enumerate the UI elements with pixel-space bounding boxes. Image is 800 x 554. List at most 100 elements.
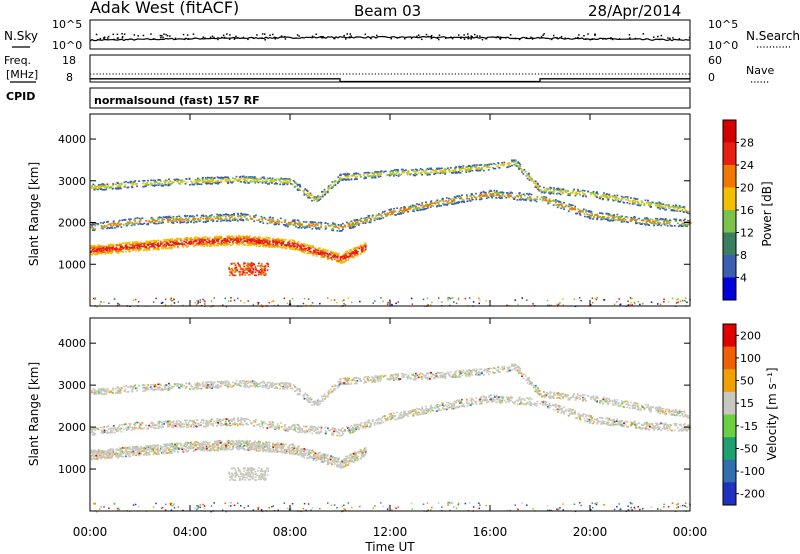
power-point	[114, 248, 117, 251]
power-point	[92, 227, 95, 230]
power-point	[114, 227, 116, 229]
power-point	[401, 170, 404, 173]
power-point	[271, 219, 274, 222]
power-point	[275, 221, 278, 223]
power-point	[350, 175, 353, 177]
power-point	[346, 178, 349, 181]
power-point	[222, 177, 224, 179]
power-point	[297, 249, 299, 251]
power-point	[103, 248, 105, 251]
power-point	[306, 192, 309, 194]
power-point	[200, 215, 203, 217]
power-point	[644, 224, 647, 226]
velocity-point	[228, 442, 231, 444]
power-point	[174, 238, 176, 241]
power-point	[173, 181, 175, 183]
power-point	[392, 211, 394, 214]
power-point	[203, 239, 206, 241]
power-point	[237, 215, 239, 217]
power-point	[554, 201, 557, 204]
power-point	[355, 221, 358, 224]
power-point	[195, 244, 197, 246]
power-point	[210, 216, 212, 218]
power-point	[669, 206, 671, 209]
power-point	[161, 241, 164, 244]
power-point	[339, 258, 342, 260]
power-point	[348, 179, 350, 181]
power-point	[205, 243, 208, 245]
power-point	[332, 185, 335, 187]
power-point	[262, 176, 265, 179]
noise-dot	[252, 37, 254, 39]
power-point	[254, 176, 256, 178]
power-point	[455, 302, 458, 305]
power-point	[266, 180, 268, 183]
power-point	[522, 193, 525, 196]
power-point	[432, 205, 434, 207]
power-point	[97, 188, 99, 191]
power-point	[416, 203, 418, 205]
power-point	[573, 207, 576, 210]
power-point	[303, 227, 306, 229]
power-point	[547, 202, 550, 205]
noise-dot	[540, 36, 543, 38]
power-point	[143, 222, 146, 225]
power-point	[90, 247, 93, 250]
noise-dot	[211, 35, 214, 38]
power-point	[463, 200, 465, 203]
power-point	[424, 172, 427, 174]
power-point	[344, 224, 346, 227]
power-point	[459, 169, 461, 171]
power-point	[267, 245, 270, 248]
power-point	[153, 247, 156, 250]
power-point	[264, 239, 267, 241]
velocity-point	[336, 458, 339, 461]
noise-dot	[264, 39, 266, 41]
power-point	[158, 216, 161, 218]
power-point	[616, 301, 618, 303]
power-point	[679, 224, 681, 227]
power-point	[325, 251, 327, 253]
power-point	[190, 221, 192, 223]
power-point	[337, 176, 340, 178]
power-point	[309, 247, 312, 249]
power-point	[227, 214, 230, 216]
power-point	[236, 218, 238, 220]
power-point	[253, 215, 255, 217]
power-point	[309, 192, 312, 195]
power-point	[523, 199, 525, 201]
power-point	[226, 242, 229, 245]
power-point	[96, 185, 99, 188]
power-point	[627, 300, 629, 302]
velocity-point	[288, 451, 291, 453]
power-point	[478, 297, 480, 300]
power-point	[617, 219, 619, 221]
power-point	[660, 217, 662, 220]
power-point	[291, 242, 294, 244]
noise-dot	[452, 37, 454, 40]
power-point	[237, 213, 240, 216]
power-point	[508, 162, 510, 164]
power-point	[304, 249, 306, 251]
power-point	[126, 223, 129, 226]
power-point	[240, 242, 242, 245]
power-point	[99, 303, 101, 305]
power-point	[569, 192, 572, 195]
power-point	[486, 164, 489, 166]
power-point	[284, 225, 287, 227]
power-point	[148, 241, 151, 244]
power-point	[392, 172, 395, 174]
power-point	[172, 216, 175, 219]
power-point	[123, 219, 126, 221]
power-point	[269, 245, 272, 248]
power-point	[441, 172, 444, 174]
power-point	[120, 223, 123, 225]
power-point	[487, 196, 490, 199]
power-point	[205, 183, 208, 185]
power-point	[262, 271, 265, 274]
power-point	[359, 253, 362, 255]
power-point	[204, 179, 206, 181]
power-point	[572, 190, 575, 193]
power-point	[253, 239, 256, 241]
